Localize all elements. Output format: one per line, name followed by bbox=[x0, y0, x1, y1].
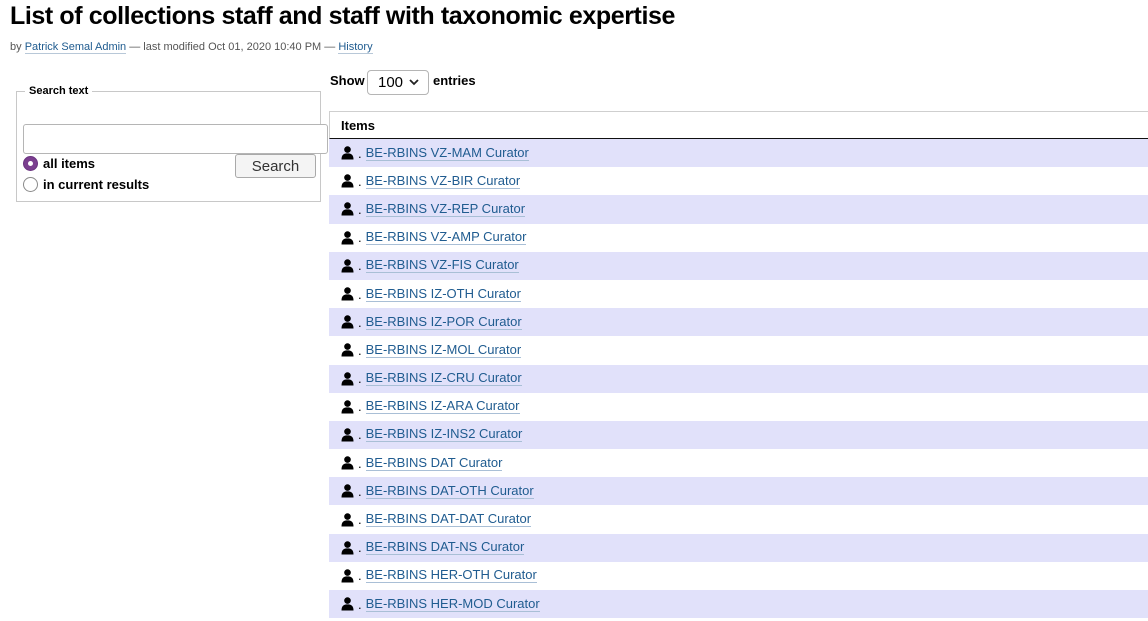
item-link[interactable]: BE-RBINS IZ-OTH Curator bbox=[365, 285, 521, 302]
person-icon bbox=[341, 174, 354, 188]
person-icon bbox=[341, 569, 354, 583]
show-label: Show bbox=[330, 73, 365, 88]
person-icon bbox=[341, 287, 354, 301]
row-separator: . bbox=[358, 286, 362, 302]
last-modified: — last modified Oct 01, 2020 10:40 PM — bbox=[129, 41, 336, 53]
row-separator: . bbox=[358, 230, 362, 246]
row-separator: . bbox=[358, 596, 362, 612]
item-link[interactable]: BE-RBINS VZ-MAM Curator bbox=[365, 144, 529, 161]
row-separator: . bbox=[358, 258, 362, 274]
table-row: . BE-RBINS IZ-CRU Curator bbox=[329, 364, 1148, 393]
table-row: . BE-RBINS DAT-NS Curator bbox=[329, 533, 1148, 562]
row-separator: . bbox=[358, 483, 362, 499]
table-row: . BE-RBINS VZ-BIR Curator bbox=[329, 167, 1148, 196]
person-icon bbox=[341, 371, 354, 386]
person-icon bbox=[341, 428, 354, 442]
radio-checked-icon[interactable] bbox=[23, 155, 38, 171]
item-link[interactable]: BE-RBINS VZ-FIS Curator bbox=[365, 257, 519, 274]
table-row: . BE-RBINS DAT Curator bbox=[329, 449, 1148, 478]
person-icon bbox=[341, 230, 354, 245]
item-link[interactable]: BE-RBINS VZ-AMP Curator bbox=[365, 229, 527, 246]
table-row: . BE-RBINS VZ-MAM Curator bbox=[329, 139, 1148, 168]
table-row: . BE-RBINS IZ-MOL Curator bbox=[329, 336, 1148, 365]
items-table: Items . BE-RBINS VZ-MAM Curator. BE-RBINS … bbox=[329, 111, 1148, 619]
row-separator: . bbox=[358, 399, 362, 415]
item-link[interactable]: BE-RBINS IZ-POR Curator bbox=[365, 313, 522, 330]
table-row: . BE-RBINS VZ-FIS Curator bbox=[329, 251, 1148, 280]
item-link[interactable]: BE-RBINS HER-OTH Curator bbox=[365, 567, 537, 584]
table-row: . BE-RBINS HER-MOD Curator bbox=[329, 590, 1148, 619]
radio-current-results[interactable]: in current results bbox=[23, 175, 149, 193]
table-row: . BE-RBINS IZ-INS2 Curator bbox=[329, 420, 1148, 450]
item-link[interactable]: BE-RBINS HER-MOD Curator bbox=[365, 595, 540, 612]
person-icon bbox=[341, 146, 354, 160]
item-link[interactable]: BE-RBINS IZ-MOL Curator bbox=[365, 341, 522, 358]
item-link[interactable]: BE-RBINS DAT-OTH Curator bbox=[365, 482, 534, 499]
table-row: . BE-RBINS IZ-OTH Curator bbox=[329, 279, 1148, 309]
person-icon bbox=[341, 315, 354, 329]
column-header-items[interactable]: Items bbox=[329, 112, 1148, 139]
search-legend: Search text bbox=[25, 85, 93, 98]
chevron-down-icon bbox=[409, 79, 419, 86]
table-row: . BE-RBINS HER-OTH Curator bbox=[329, 561, 1148, 590]
entries-select[interactable]: 100 bbox=[367, 70, 429, 95]
row-separator: . bbox=[358, 342, 362, 358]
item-link[interactable]: BE-RBINS DAT Curator bbox=[365, 454, 503, 471]
table-row: . BE-RBINS VZ-AMP Curator bbox=[329, 223, 1148, 252]
table-row: . BE-RBINS IZ-POR Curator bbox=[329, 308, 1148, 337]
page-title: List of collections staff and staff with… bbox=[10, 2, 676, 30]
search-input[interactable] bbox=[23, 124, 328, 154]
person-icon bbox=[341, 343, 354, 357]
item-link[interactable]: BE-RBINS IZ-ARA Curator bbox=[365, 398, 520, 415]
search-button[interactable]: Search bbox=[235, 154, 316, 178]
entries-value: 100 bbox=[378, 74, 404, 91]
row-separator: . bbox=[358, 427, 362, 443]
person-icon bbox=[341, 259, 354, 273]
person-icon bbox=[341, 202, 354, 216]
row-separator: . bbox=[358, 201, 362, 217]
byline: by Patrick Semal Admin — last modified O… bbox=[10, 41, 373, 54]
table-row: . BE-RBINS VZ-REP Curator bbox=[329, 195, 1148, 224]
row-separator: . bbox=[358, 568, 362, 584]
table-body: . BE-RBINS VZ-MAM Curator. BE-RBINS VZ-BIR… bbox=[329, 139, 1148, 619]
row-separator: . bbox=[358, 314, 362, 330]
row-separator: . bbox=[358, 145, 362, 161]
history-link[interactable]: History bbox=[338, 41, 373, 54]
person-icon bbox=[341, 484, 354, 498]
entries-label: entries bbox=[433, 73, 476, 88]
person-icon bbox=[341, 512, 354, 527]
item-link[interactable]: BE-RBINS IZ-CRU Curator bbox=[365, 370, 522, 387]
person-icon bbox=[341, 541, 354, 555]
table-row: . BE-RBINS DAT-OTH Curator bbox=[329, 477, 1148, 506]
byline-by: by bbox=[10, 41, 22, 53]
radio-label: in current results bbox=[43, 176, 150, 192]
item-link[interactable]: BE-RBINS VZ-REP Curator bbox=[365, 200, 526, 217]
item-link[interactable]: BE-RBINS VZ-BIR Curator bbox=[365, 172, 521, 189]
radio-unchecked-icon[interactable] bbox=[23, 176, 38, 192]
item-link[interactable]: BE-RBINS IZ-INS2 Curator bbox=[365, 426, 523, 443]
person-icon bbox=[341, 456, 354, 470]
item-link[interactable]: BE-RBINS DAT-DAT Curator bbox=[365, 511, 532, 528]
author-link[interactable]: Patrick Semal Admin bbox=[24, 41, 127, 54]
row-separator: . bbox=[358, 455, 362, 471]
person-icon bbox=[341, 400, 354, 414]
radio-label: all items bbox=[43, 155, 96, 171]
table-row: . BE-RBINS IZ-ARA Curator bbox=[329, 392, 1148, 421]
table-row: . BE-RBINS DAT-DAT Curator bbox=[329, 505, 1148, 534]
row-separator: . bbox=[358, 540, 362, 556]
row-separator: . bbox=[358, 173, 362, 189]
person-icon bbox=[341, 597, 354, 611]
row-separator: . bbox=[358, 512, 362, 528]
radio-all-items[interactable]: all items bbox=[23, 154, 95, 172]
row-separator: . bbox=[358, 371, 362, 387]
item-link[interactable]: BE-RBINS DAT-NS Curator bbox=[365, 539, 525, 556]
search-fieldset: Search text bbox=[16, 85, 321, 202]
